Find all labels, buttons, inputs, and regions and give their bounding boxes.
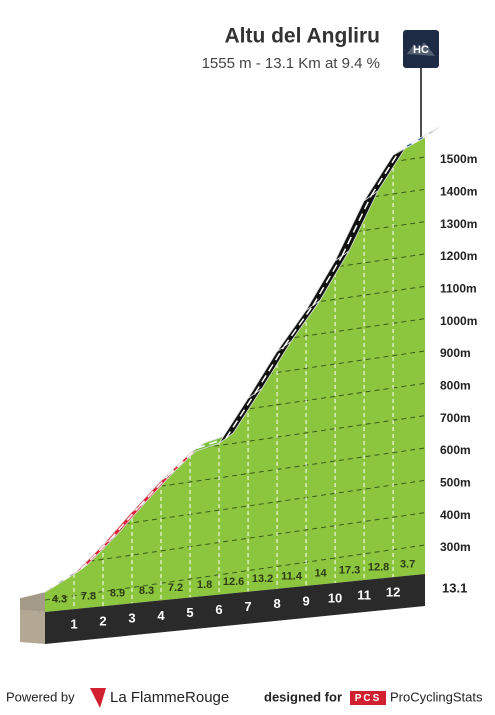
gradient-label: 7.8 (81, 591, 96, 603)
km-label: 7 (244, 599, 251, 614)
brand: La FlammeRouge (110, 689, 229, 706)
km-label: 2 (99, 614, 106, 629)
km-label: 8 (273, 596, 280, 611)
y-tick-label: 1000m (440, 314, 477, 328)
y-tick-label: 300m (440, 540, 471, 554)
base (45, 574, 425, 644)
end-face (20, 610, 45, 644)
km-label: 6 (215, 602, 222, 617)
y-tick-label: 1300m (440, 217, 477, 231)
distance-label: 13.1 (442, 580, 467, 595)
road-centerline (283, 304, 314, 347)
gradient-label: 3.7 (400, 559, 415, 571)
gradient-label: 8.9 (110, 588, 125, 600)
road-centerline (312, 255, 343, 306)
y-tick-label: 1200m (440, 249, 477, 263)
road-centerline (370, 149, 401, 197)
y-tick-label: 400m (440, 508, 471, 522)
gradient-label: 14 (314, 567, 327, 579)
km-label: 9 (302, 593, 309, 608)
km-label: 3 (128, 611, 135, 626)
chart-title: Altu del Angliru (224, 25, 380, 48)
km-label: 1 (70, 617, 77, 632)
gradient-label: 17.3 (339, 564, 360, 576)
y-tick-label: 1400m (440, 185, 477, 199)
km-label: 4 (157, 608, 165, 623)
plot: 300m400m500m600m700m800m900m1000m1100m12… (20, 127, 477, 644)
gradient-label: 4.3 (52, 593, 67, 605)
km-label: 12 (386, 585, 400, 600)
footer-text: designed for (264, 689, 342, 704)
y-tick-label: 600m (440, 443, 471, 457)
grid-line (45, 544, 425, 601)
y-tick-label: 500m (440, 476, 471, 490)
footer-text: Powered by (6, 689, 75, 704)
profile-face (45, 137, 425, 613)
gradient-label: 12.8 (368, 562, 389, 574)
road-centerline (341, 195, 372, 257)
road-centerline (196, 437, 227, 449)
road-centerline (225, 392, 256, 439)
subtitle: 1555 m - 13.1 Km at 9.4 % (202, 55, 380, 72)
km-label: 11 (357, 588, 371, 603)
y-tick-label: 800m (440, 379, 471, 393)
road-centerline (254, 346, 285, 394)
road-centerline (109, 506, 140, 541)
y-tick-label: 900m (440, 346, 471, 360)
gradient-label: 8.3 (139, 585, 154, 597)
gradient-label: 7.2 (168, 582, 183, 594)
y-tick-label: 1100m (440, 282, 477, 296)
gradient-label: 1.8 (197, 579, 212, 591)
pcs-logo: PCS (355, 693, 382, 704)
road-centerline (138, 475, 169, 508)
badge (403, 30, 439, 68)
gradient-label: 13.2 (252, 573, 273, 585)
gradient-label: 12.6 (223, 576, 244, 588)
badge-icon (407, 42, 435, 56)
km-label: 10 (328, 590, 342, 605)
y-tick-label: 1500m (440, 152, 477, 166)
pcs-logo-box (350, 691, 386, 705)
grid-line (45, 512, 425, 569)
road-centerline (80, 539, 111, 570)
road-centerline (399, 131, 433, 151)
footer-text: ProCyclingStats (390, 689, 483, 704)
badge-label: HC (413, 44, 429, 56)
brand-logo (90, 688, 106, 708)
gradient-label: 11.4 (281, 570, 303, 582)
end-face (20, 592, 45, 612)
y-tick-label: 700m (440, 411, 471, 425)
km-label: 5 (186, 605, 193, 620)
